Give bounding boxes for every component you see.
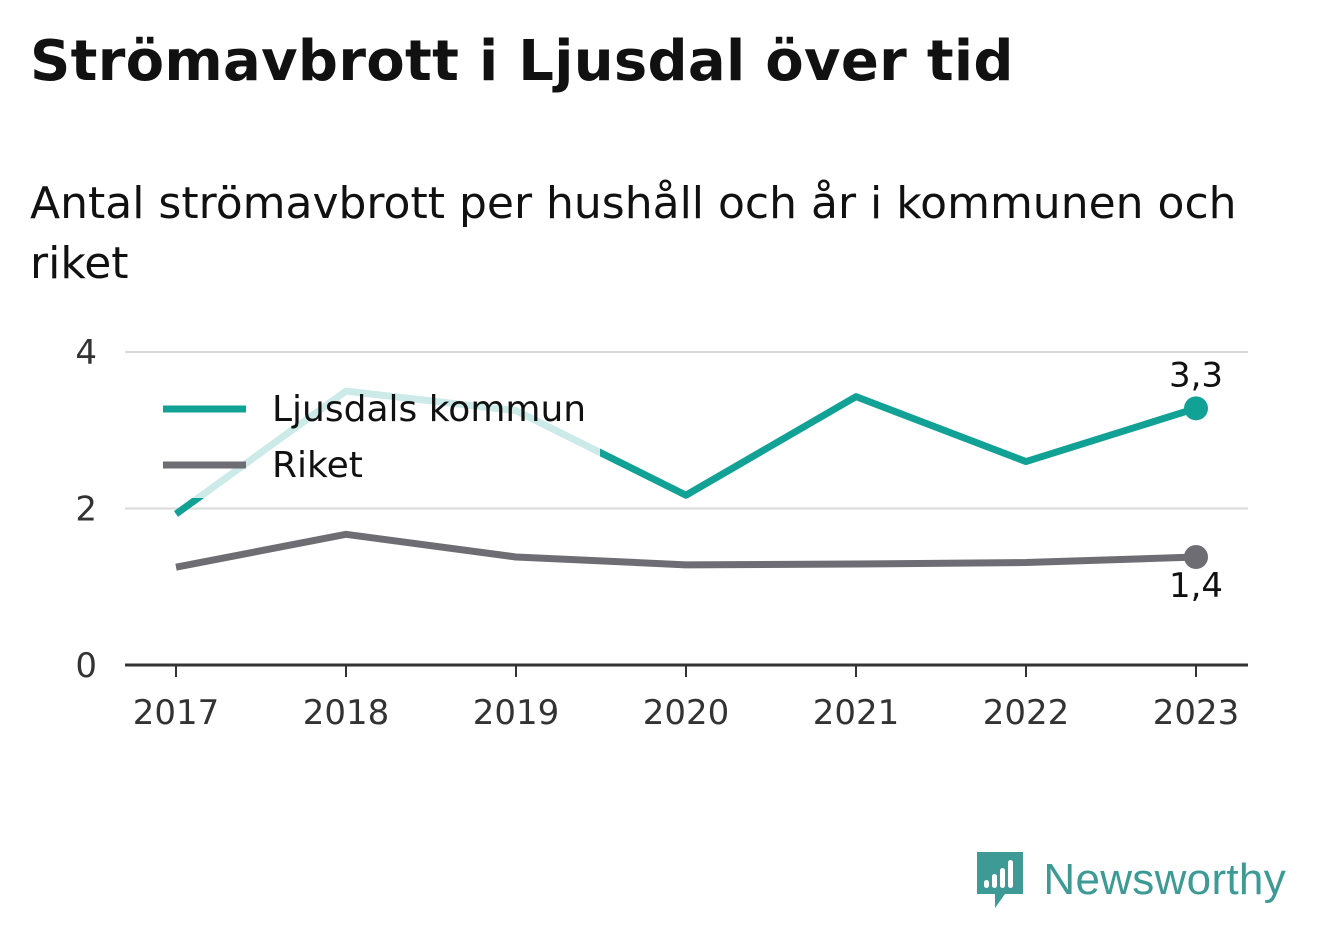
y-tick-label: 4 bbox=[75, 333, 97, 373]
series-end-point bbox=[1184, 545, 1208, 570]
brand: Newsworthy bbox=[975, 850, 1286, 910]
series-end-point bbox=[1184, 396, 1208, 421]
end-labels: 3,3 1,4 bbox=[1169, 355, 1223, 606]
series-line bbox=[175, 530, 1197, 571]
x-tick-label: 2020 bbox=[643, 693, 730, 733]
x-tick-label: 2022 bbox=[983, 693, 1070, 733]
chart-title: Strömavbrott i Ljusdal över tid bbox=[30, 29, 1014, 94]
legend: Ljusdals kommun Riket bbox=[150, 372, 600, 498]
x-tick-label: 2021 bbox=[813, 693, 900, 733]
newsworthy-logo-icon bbox=[977, 852, 1024, 908]
brand-name: Newsworthy bbox=[1043, 855, 1286, 904]
x-tick-label: 2017 bbox=[133, 693, 220, 733]
y-axis-tick-labels: 0 2 4 bbox=[75, 333, 97, 686]
legend-label: Riket bbox=[272, 445, 363, 486]
chart-subtitle: Antal strömavbrott per hushåll och år i … bbox=[30, 178, 1237, 289]
legend-label: Ljusdals kommun bbox=[272, 389, 586, 430]
series-end-label: 3,3 bbox=[1169, 355, 1223, 395]
x-tick-label: 2018 bbox=[303, 693, 390, 733]
x-tick-label: 2019 bbox=[473, 693, 560, 733]
x-tick-label: 2023 bbox=[1153, 693, 1240, 733]
y-tick-label: 2 bbox=[75, 490, 97, 530]
legend-background bbox=[150, 372, 600, 498]
x-axis-tick-labels: 2017 2018 2019 2020 2021 2022 2023 bbox=[133, 665, 1240, 733]
y-tick-label: 0 bbox=[75, 646, 97, 686]
series-end-label: 1,4 bbox=[1169, 566, 1223, 606]
